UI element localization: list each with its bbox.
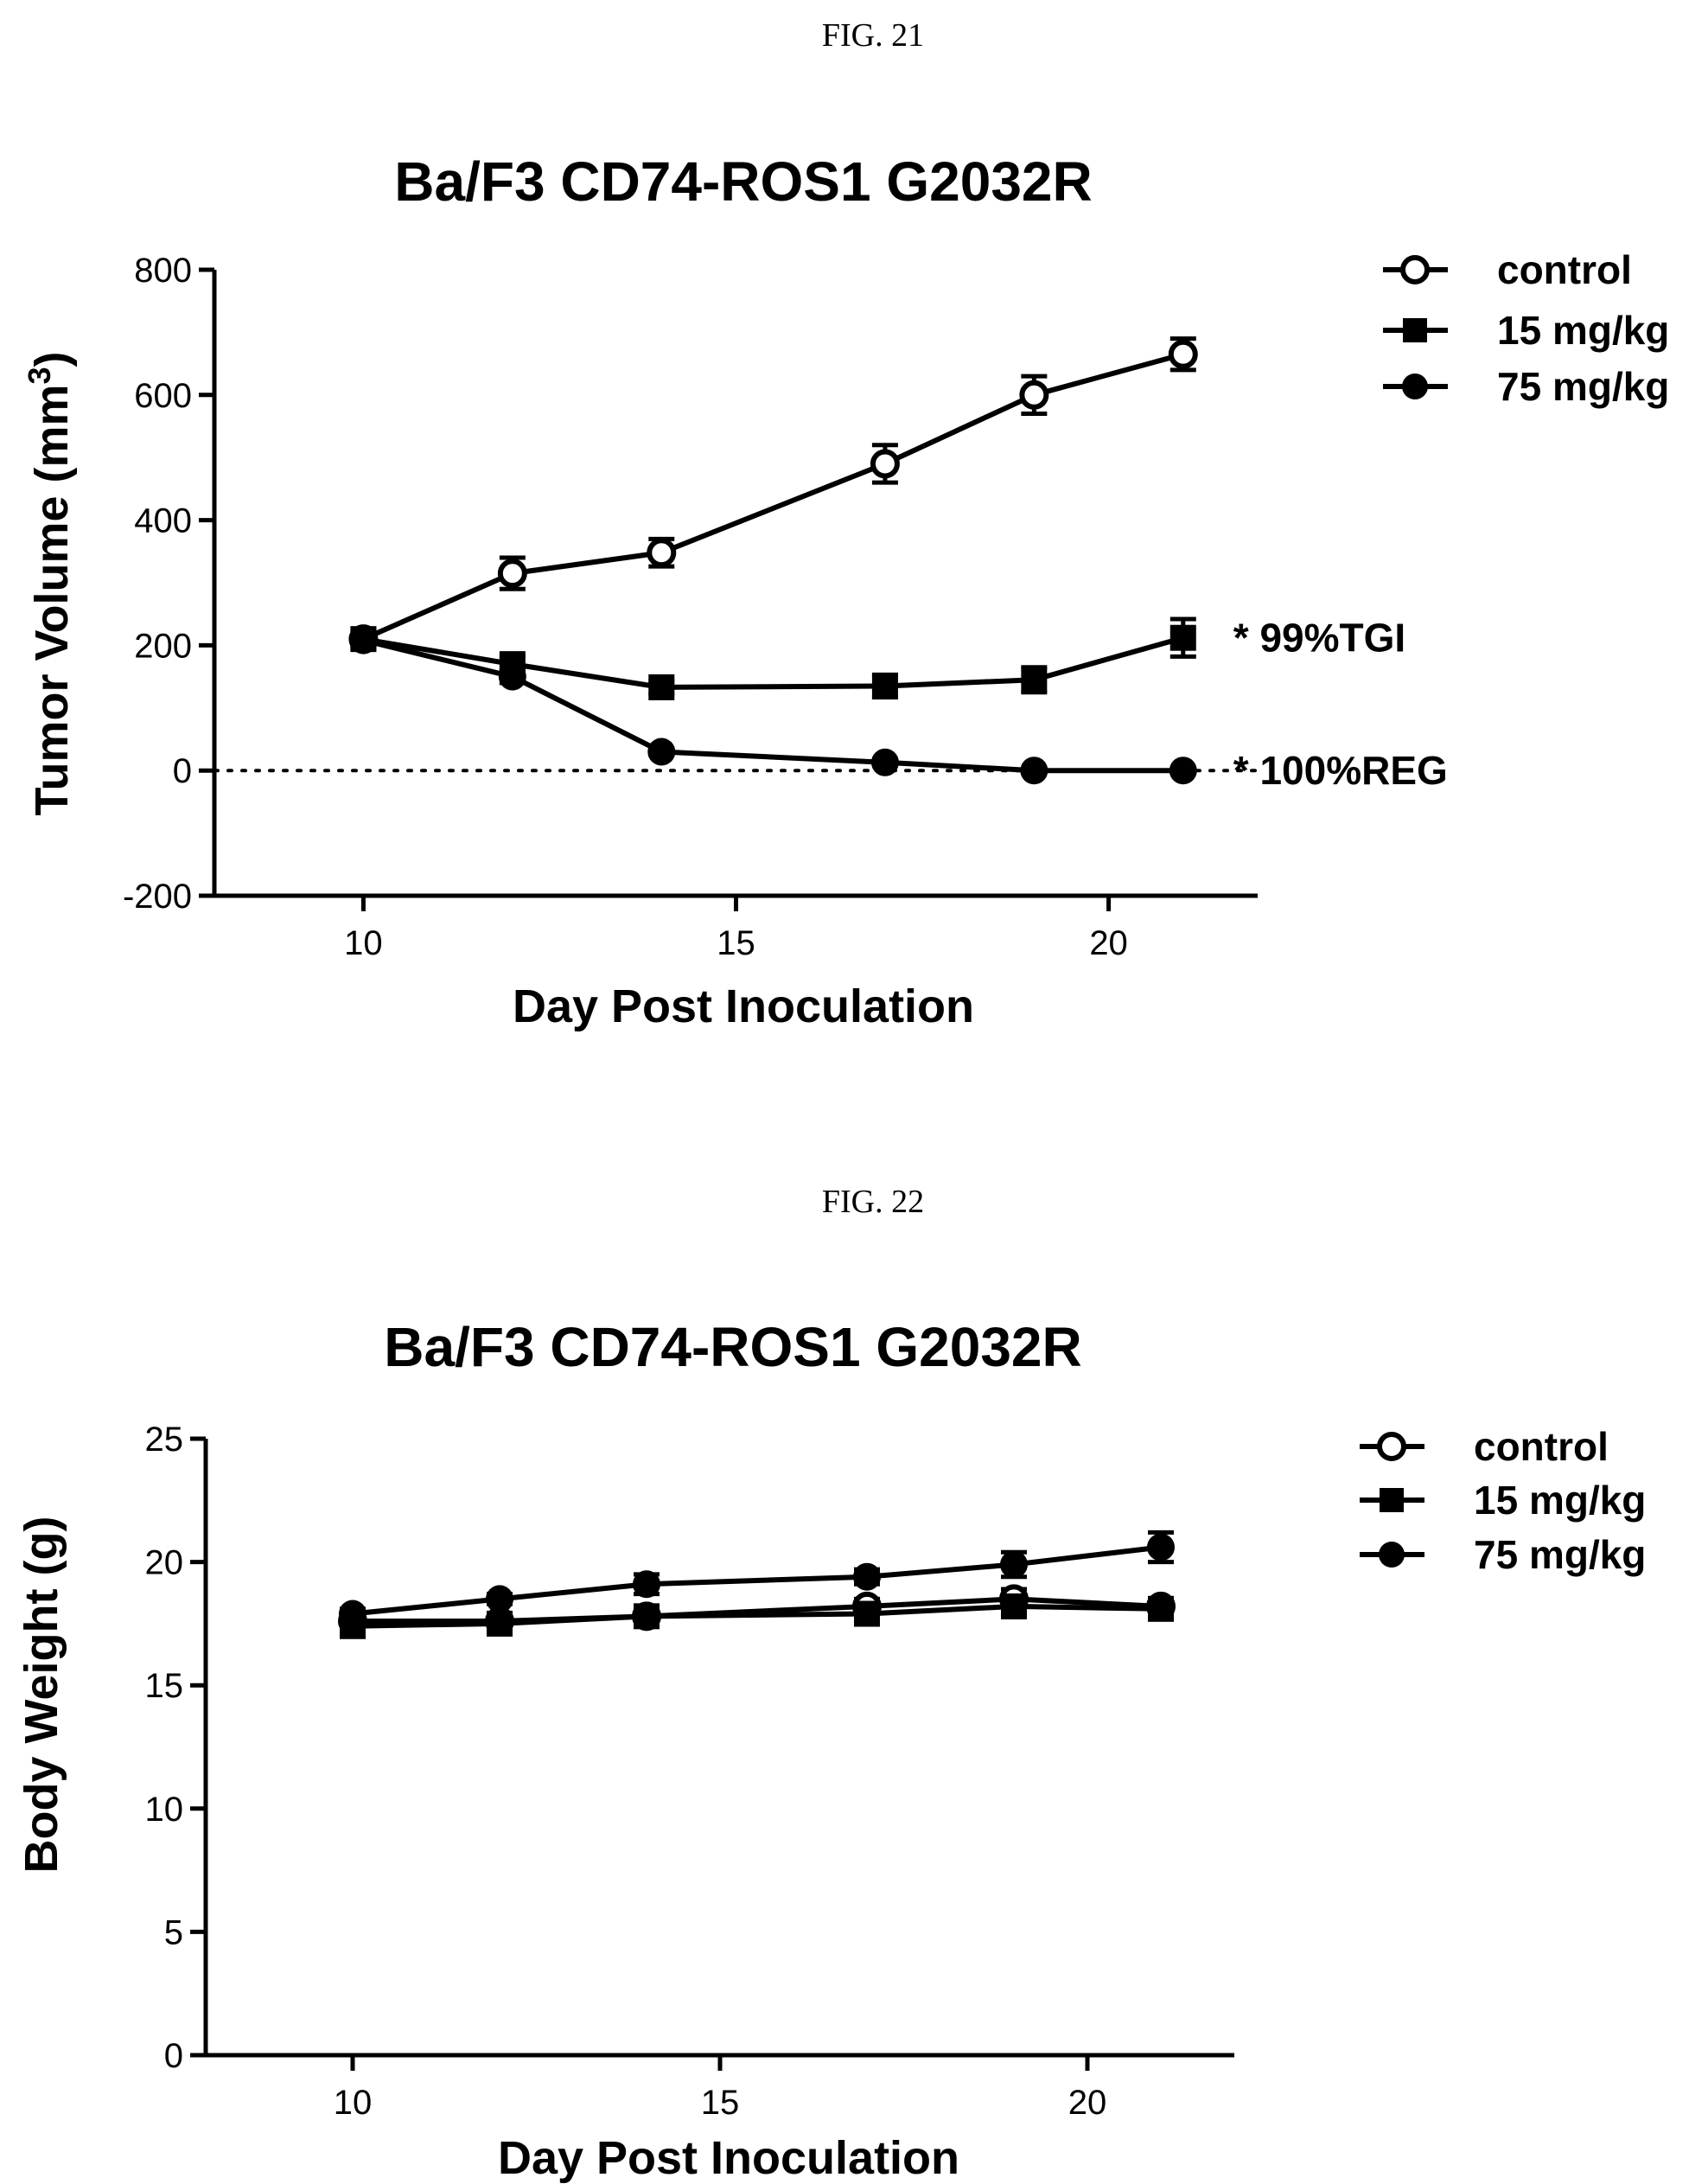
legend-label-15mg: 15 mg/kg (1497, 308, 1669, 353)
x-axis-label: Day Post Inoculation (498, 2132, 959, 2184)
y-tick-label: -200 (123, 878, 192, 916)
x-axis-label: Day Post Inoculation (513, 980, 974, 1032)
data-point-75mg (339, 1600, 366, 1628)
data-point-75mg (853, 1562, 881, 1591)
series-line-2 (352, 1544, 1162, 1617)
data-point-75mg (1020, 757, 1048, 785)
y-tick-label: 0 (173, 752, 192, 790)
legend-label-control: control (1474, 1424, 1609, 1469)
data-point-15mg (648, 674, 675, 700)
data-point-75mg (1147, 1533, 1175, 1561)
y-tick-label: 0 (164, 2037, 183, 2075)
data-point-control (870, 449, 900, 479)
legend-item-75mg: 75 mg/kg (1360, 1532, 1646, 1577)
data-point-75mg (486, 1585, 513, 1613)
tumor-volume-chart: Ba/F3 CD74-ROS1 G2032R Tumor Volume (mm3… (22, 150, 1669, 1032)
x-tick-label: 10 (334, 2084, 373, 2122)
y-tick-label: 800 (134, 252, 192, 290)
data-point-15mg (487, 1610, 513, 1637)
x-tick-label: 15 (701, 2084, 740, 2122)
legend-item-control: control (1360, 1424, 1609, 1469)
series-line-2 (362, 637, 1183, 774)
data-point-15mg (1169, 624, 1196, 651)
chart-title: Ba/F3 CD74-ROS1 G2032R (394, 150, 1092, 213)
y-axis-label-main: Tumor Volume (mm (26, 384, 78, 815)
data-point-75mg (870, 748, 899, 776)
x-tick-label: 20 (1068, 2084, 1107, 2122)
open-circle-marker-icon (1400, 255, 1430, 284)
filled-circle-marker-icon (1379, 1542, 1405, 1568)
legend: control 15 mg/kg 75 mg/kg (1383, 247, 1669, 409)
legend-item-15mg: 15 mg/kg (1360, 1478, 1646, 1523)
y-axis-label: Tumor Volume (mm3) (22, 351, 78, 815)
x-tick-label: 15 (717, 924, 755, 962)
legend-label-75mg: 75 mg/kg (1497, 364, 1669, 409)
annotation-label: * 99%TGI (1233, 616, 1405, 661)
series-line-0 (353, 1596, 1162, 1625)
y-tick-label: 20 (145, 1544, 184, 1582)
data-point-15mg (634, 1603, 660, 1630)
data-point-75mg (1000, 1550, 1028, 1579)
data-point-control (1168, 339, 1198, 369)
y-tick-label: 600 (134, 377, 192, 415)
y-axis-label-superscript: 3 (22, 367, 57, 384)
legend-label-control: control (1497, 247, 1632, 292)
data-point-control (1019, 380, 1049, 410)
data-point-15mg (871, 673, 898, 699)
legend-item-15mg: 15 mg/kg (1383, 308, 1669, 353)
data-point-15mg (1148, 1595, 1174, 1622)
y-tick-label: 15 (145, 1667, 184, 1705)
y-tick-label: 400 (134, 502, 192, 540)
filled-circle-marker-icon (1402, 374, 1428, 399)
legend-item-control: control (1383, 247, 1632, 292)
x-tick-label: 20 (1089, 924, 1128, 962)
data-point-75mg (647, 738, 676, 766)
y-tick-label: 5 (164, 1913, 183, 1951)
legend-label-15mg: 15 mg/kg (1474, 1478, 1646, 1523)
data-point-75mg (633, 1570, 660, 1599)
open-circle-marker-icon (1377, 1432, 1406, 1461)
data-point-75mg (498, 662, 526, 691)
figure-caption: FIG. 21 (822, 17, 924, 54)
figure-caption: FIG. 22 (822, 1184, 924, 1220)
y-axis-label: Body Weight (g) (16, 1517, 67, 1874)
y-tick-label: 10 (145, 1791, 184, 1829)
square-marker-icon (1380, 1488, 1404, 1512)
legend: control 15 mg/kg 75 mg/kg (1360, 1424, 1646, 1577)
y-tick-label: 200 (134, 627, 192, 665)
legend-item-75mg: 75 mg/kg (1383, 364, 1669, 409)
y-axis-label-close: ) (26, 351, 78, 367)
data-point-15mg (854, 1600, 880, 1627)
chart-title: Ba/F3 CD74-ROS1 G2032R (384, 1316, 1081, 1378)
data-point-75mg (1169, 757, 1197, 785)
body-weight-chart: Ba/F3 CD74-ROS1 G2032R Body Weight (g) D… (16, 1316, 1646, 2184)
data-point-control (647, 538, 677, 568)
x-tick-label: 10 (344, 924, 383, 962)
series-line-1 (352, 1603, 1162, 1629)
legend-label-75mg: 75 mg/kg (1474, 1532, 1646, 1577)
data-point-15mg (1021, 667, 1048, 693)
square-marker-icon (1403, 318, 1427, 342)
series-line-1 (362, 635, 1184, 690)
y-tick-label: 25 (145, 1421, 184, 1459)
series-line-0 (362, 351, 1184, 642)
data-point-75mg (349, 626, 378, 655)
data-point-15mg (1001, 1593, 1027, 1619)
annotation-label: * 100%REG (1233, 748, 1448, 793)
data-point-control (497, 559, 527, 589)
